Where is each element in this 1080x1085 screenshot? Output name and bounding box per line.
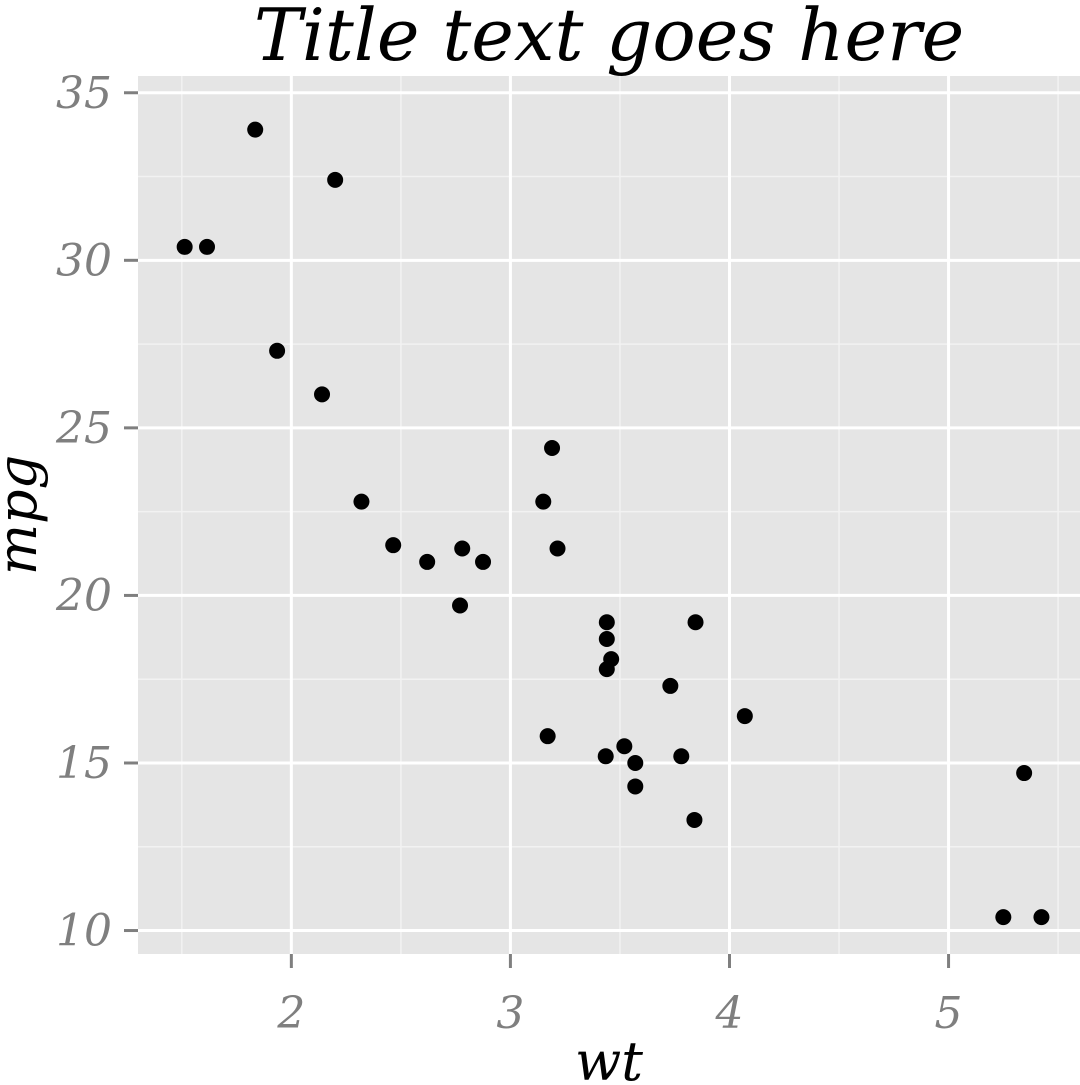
data-point	[549, 540, 566, 557]
x-tick-label: 3	[496, 988, 524, 1039]
data-point	[269, 342, 286, 359]
data-point	[385, 537, 402, 554]
data-point	[627, 754, 644, 771]
data-point	[1033, 909, 1050, 926]
data-point	[544, 439, 561, 456]
x-axis-label: wt	[575, 1030, 643, 1085]
x-tick-label: 5	[935, 988, 963, 1039]
minor-grid	[138, 76, 1080, 954]
data-point	[247, 121, 264, 138]
data-point	[598, 661, 615, 678]
data-point	[199, 238, 216, 255]
y-tick-label: 10	[56, 906, 112, 957]
y-tick-label: 35	[56, 68, 112, 119]
data-point	[597, 748, 614, 765]
y-tick-label: 30	[56, 235, 112, 286]
data-point	[1016, 765, 1033, 782]
data-point	[736, 708, 753, 725]
data-point	[475, 553, 492, 570]
data-point	[598, 614, 615, 631]
data-point	[616, 738, 633, 755]
data-points	[176, 121, 1050, 926]
major-grid	[138, 76, 1080, 954]
x-tick-label: 2	[276, 988, 305, 1039]
data-point	[176, 238, 193, 255]
data-point	[598, 630, 615, 647]
plot-panel	[138, 76, 1080, 954]
data-point	[535, 493, 552, 510]
chart-title: Title text goes here	[254, 0, 964, 77]
data-point	[539, 728, 556, 745]
y-tick-label: 20	[55, 570, 112, 621]
x-tick-label: 4	[714, 988, 743, 1039]
data-point	[995, 909, 1012, 926]
data-point	[314, 386, 331, 403]
data-point	[662, 677, 679, 694]
data-point	[454, 540, 471, 557]
y-tick-label: 15	[56, 738, 112, 789]
y-tick-label: 25	[55, 403, 112, 454]
data-point	[686, 811, 703, 828]
data-point	[353, 493, 370, 510]
data-point	[419, 553, 436, 570]
x-tick-labels: 2 3 4 5	[276, 988, 962, 1039]
axis-ticks	[124, 91, 951, 968]
y-tick-labels: 10 15 20 25 30 35	[55, 68, 112, 957]
data-point	[673, 748, 690, 765]
y-axis-label: mpg	[0, 455, 49, 575]
data-point	[627, 778, 644, 795]
data-point	[327, 171, 344, 188]
data-point	[452, 597, 469, 614]
data-point	[687, 614, 704, 631]
